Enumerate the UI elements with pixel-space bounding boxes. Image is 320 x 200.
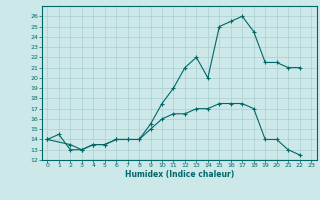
X-axis label: Humidex (Indice chaleur): Humidex (Indice chaleur): [124, 170, 234, 179]
